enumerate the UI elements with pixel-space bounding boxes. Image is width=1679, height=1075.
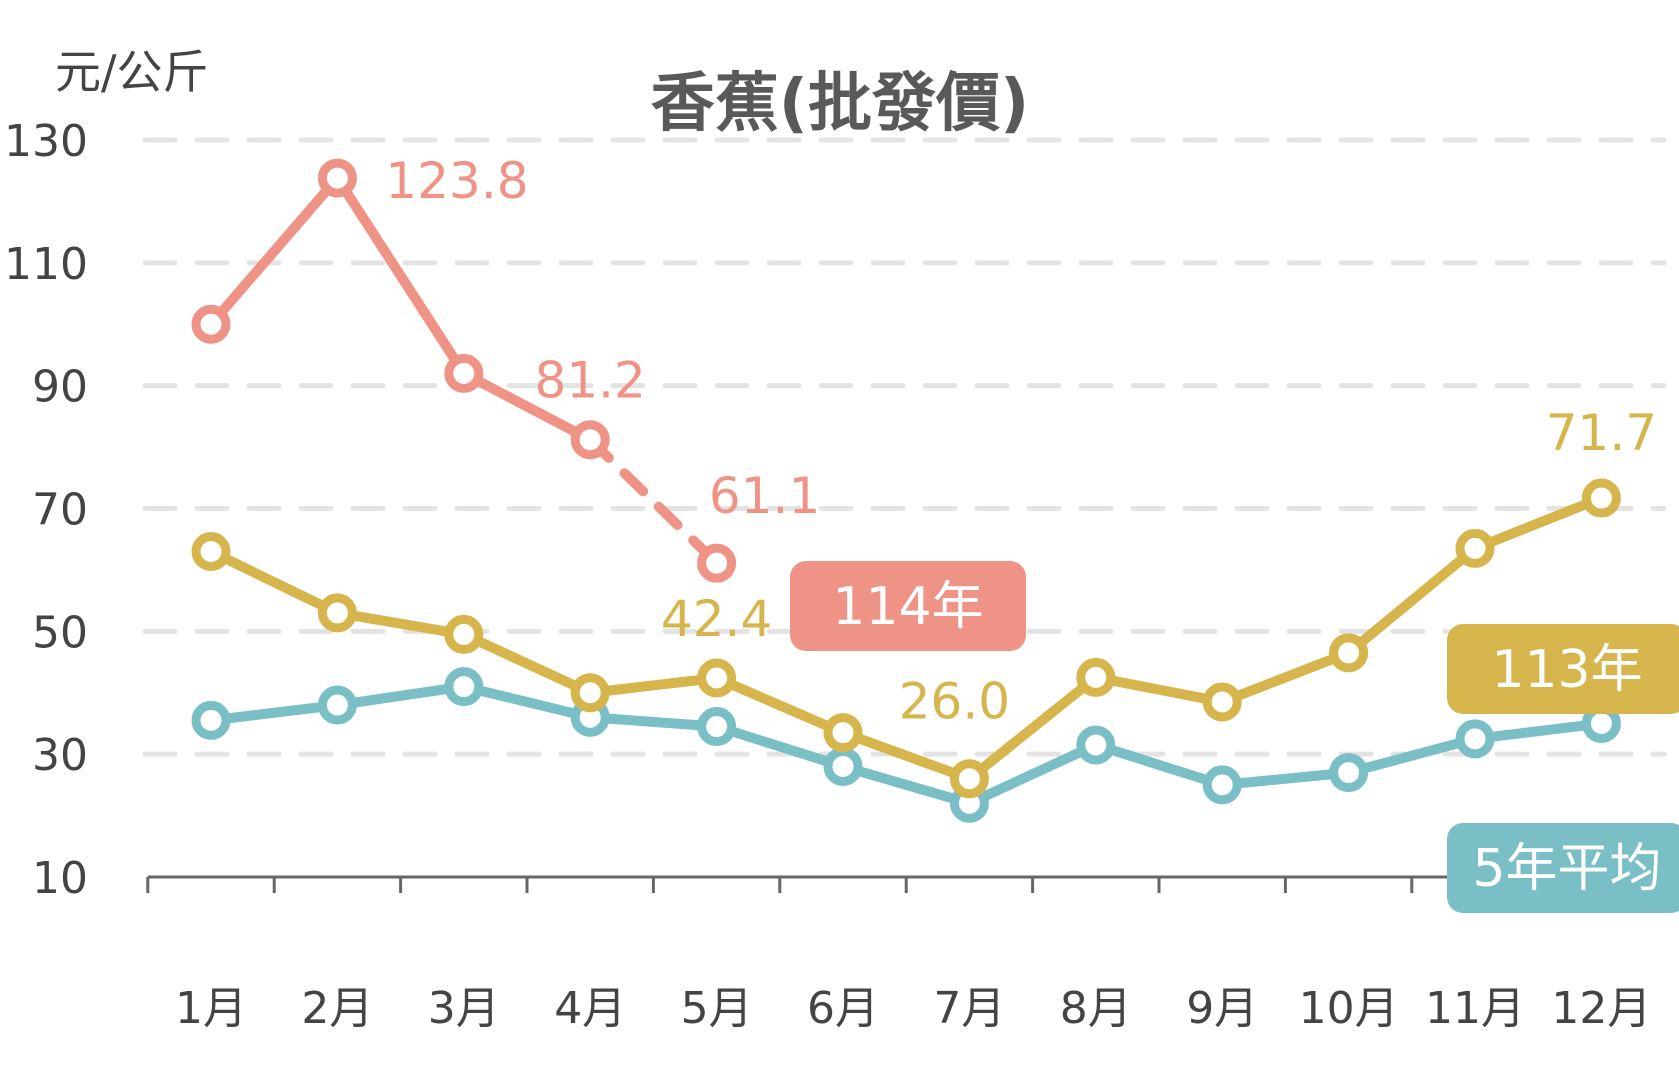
data-point-marker	[1329, 753, 1369, 793]
series-segment	[585, 673, 722, 698]
series-label-text: 113年	[1491, 640, 1642, 700]
data-label: 71.7	[1546, 404, 1657, 462]
series-segment	[838, 761, 975, 809]
chart-title: 香蕉(批發價)	[651, 67, 1030, 141]
series-segment	[458, 629, 596, 698]
series-label-text: 5年平均	[1472, 839, 1661, 899]
data-point-marker	[1455, 719, 1495, 759]
series-segment	[206, 546, 343, 618]
x-axis: 1月 2月 3月 4月 5月 6月 7月 8月 9月 10月 11月 12月	[146, 875, 1667, 1034]
series-label-box	[790, 561, 1026, 651]
series-segment	[1470, 718, 1607, 744]
x-tick-label: 7月	[933, 983, 1005, 1034]
x-tick-label: 9月	[1186, 983, 1258, 1034]
series-labels: 114年 113年 5年平均	[790, 561, 1679, 913]
x-tick-label: 12月	[1551, 983, 1651, 1034]
data-point-marker	[317, 685, 357, 725]
data-point-marker	[823, 713, 863, 753]
data-point-marker	[317, 593, 357, 633]
y-tick-label: 130	[4, 116, 88, 167]
data-point-marker	[444, 353, 484, 393]
y-tick-label: 110	[4, 239, 88, 290]
x-tick-label: 5月	[681, 983, 753, 1034]
data-point-marker	[1329, 633, 1369, 673]
series-segment	[206, 700, 343, 726]
data-point-marker	[1581, 478, 1621, 518]
data-point-marker	[823, 746, 863, 786]
data-point-marker	[444, 667, 484, 707]
data-point-marker	[570, 420, 610, 460]
x-tick-label: 10月	[1299, 983, 1399, 1034]
data-point-marker	[1202, 682, 1242, 722]
series-group	[191, 158, 1621, 823]
data-point-marker	[697, 543, 737, 583]
series-label-box	[1447, 823, 1679, 913]
data-point-marker	[317, 158, 357, 198]
series-segment	[206, 173, 343, 330]
y-axis-ticks: 130 110 90 70 50 30 10	[4, 116, 88, 904]
x-tick-label: 3月	[428, 983, 500, 1034]
x-tick-label: 8月	[1060, 983, 1132, 1034]
series-segment	[585, 712, 722, 732]
data-label: 61.1	[709, 467, 820, 525]
y-axis-unit-label: 元/公斤	[55, 45, 209, 99]
data-point-marker	[191, 700, 231, 740]
y-tick-label: 30	[32, 730, 88, 781]
y-tick-label: 70	[32, 485, 88, 536]
data-point-marker	[697, 658, 737, 698]
series-segment	[1090, 672, 1228, 707]
series-label-text: 114年	[832, 577, 983, 637]
data-point-marker	[1076, 657, 1116, 697]
data-point-marker	[1076, 725, 1116, 765]
y-tick-label: 10	[32, 853, 88, 904]
data-point-marker	[697, 707, 737, 747]
data-label: 42.4	[661, 590, 772, 648]
series-segment	[458, 681, 596, 723]
data-label: 81.2	[535, 352, 646, 410]
series-segment	[1343, 733, 1480, 778]
series-segment	[711, 673, 848, 738]
y-tick-label: 50	[32, 607, 88, 658]
series-segment	[458, 368, 596, 445]
series-segment	[332, 607, 469, 640]
x-tick-label: 6月	[807, 983, 879, 1034]
series-segment	[1470, 493, 1607, 554]
series-segment	[711, 721, 848, 772]
data-labels: 42.4 26.0 71.7 123.8 81.2 61.1	[385, 152, 1657, 731]
data-point-marker	[1455, 528, 1495, 568]
series-segment	[964, 672, 1101, 784]
data-point-marker	[444, 614, 484, 654]
series-segment	[332, 681, 469, 711]
x-tick-label: 11月	[1425, 983, 1525, 1034]
series-segment	[964, 739, 1101, 809]
series-segment	[585, 434, 722, 569]
x-tick-label: 1月	[175, 983, 247, 1034]
data-point-marker	[949, 759, 989, 799]
data-point-marker	[570, 673, 610, 713]
series-segment	[1090, 739, 1228, 790]
data-label: 123.8	[385, 152, 528, 210]
series-segment	[838, 727, 975, 784]
y-tick-label: 90	[32, 362, 88, 413]
x-tick-label: 2月	[301, 983, 373, 1034]
x-tick-label: 4月	[554, 983, 626, 1034]
series-segment	[1343, 543, 1480, 658]
data-point-marker	[191, 531, 231, 571]
data-point-marker	[1202, 765, 1242, 805]
data-label: 26.0	[899, 673, 1010, 731]
data-point-marker	[191, 304, 231, 344]
series-segment	[1217, 767, 1354, 790]
series-label-box	[1447, 624, 1679, 714]
series-segment	[332, 173, 469, 379]
series-segment	[1217, 647, 1354, 707]
